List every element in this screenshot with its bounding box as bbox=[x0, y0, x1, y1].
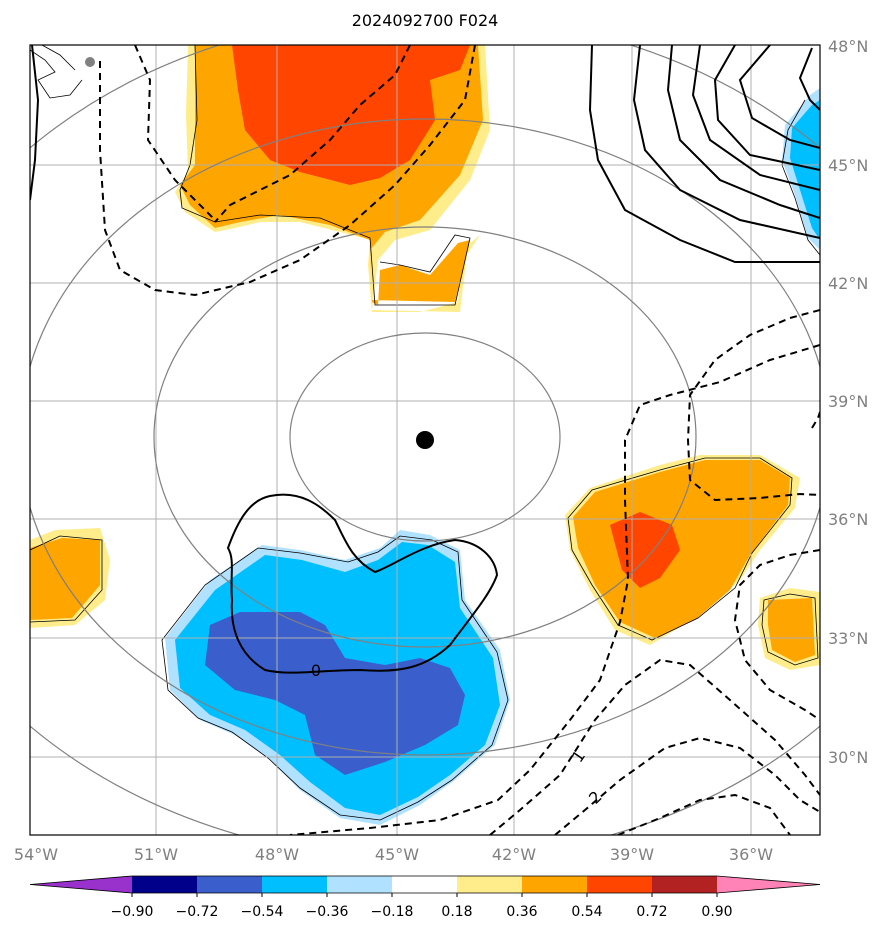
colorbar-tick-label: −0.72 bbox=[176, 904, 219, 920]
colorbar-segment bbox=[197, 876, 262, 893]
colorbar-extend-high bbox=[717, 876, 820, 893]
solid-contours bbox=[30, 45, 820, 674]
colorbar-tick-label: 0.18 bbox=[441, 904, 472, 920]
y-tick-label: 48°N bbox=[828, 37, 868, 56]
range-rings bbox=[30, 45, 820, 835]
colorbar-tick-label: 0.90 bbox=[701, 904, 732, 920]
map-area: 0 1 2 bbox=[30, 45, 820, 835]
lat-lon-grid bbox=[30, 45, 820, 835]
colorbar-segment bbox=[587, 876, 652, 893]
storm-center-marker bbox=[416, 431, 434, 449]
x-tick-label: 48°W bbox=[255, 845, 299, 864]
colorbar-segment bbox=[132, 876, 197, 893]
negative-anomaly-northeast bbox=[782, 88, 820, 250]
colorbar-tick-label: 0.36 bbox=[506, 904, 537, 920]
colorbar-tick-label: 0.54 bbox=[571, 904, 602, 920]
x-tick-label: 45°W bbox=[375, 845, 419, 864]
positive-anomaly-north bbox=[175, 45, 490, 312]
x-tick-label: 42°W bbox=[492, 845, 536, 864]
contour-label-0: 0 bbox=[311, 661, 321, 680]
negative-anomaly-south bbox=[165, 530, 510, 825]
x-tick-label: 39°W bbox=[610, 845, 654, 864]
colorbar-segment bbox=[327, 876, 392, 893]
x-tick-labels: 54°W 51°W 48°W 45°W 42°W 39°W 36°W bbox=[14, 845, 773, 864]
map-frame bbox=[29, 44, 821, 836]
colorbar-tick-label: 0.72 bbox=[636, 904, 667, 920]
y-tick-label: 39°N bbox=[828, 392, 868, 411]
colorbar-segment bbox=[392, 876, 457, 893]
colorbar-segment bbox=[652, 876, 717, 893]
chart-title: 2024092700 F024 bbox=[352, 11, 499, 30]
y-tick-labels: 48°N 45°N 42°N 39°N 36°N 33°N 30°N bbox=[828, 37, 868, 767]
y-tick-label: 42°N bbox=[828, 274, 868, 293]
small-gray-marker bbox=[85, 57, 95, 67]
dashed-contours bbox=[99, 45, 820, 835]
colorbar-segment bbox=[457, 876, 522, 893]
colorbar-segment bbox=[262, 876, 327, 893]
x-tick-label: 51°W bbox=[134, 845, 178, 864]
colorbar-tick-label: −0.54 bbox=[241, 904, 284, 920]
colorbar-extend-low bbox=[30, 876, 132, 893]
y-tick-label: 30°N bbox=[828, 748, 868, 767]
colorbar-tick-label: −0.90 bbox=[111, 904, 154, 920]
colorbar-tick-label: −0.36 bbox=[306, 904, 349, 920]
y-tick-label: 45°N bbox=[828, 156, 868, 175]
x-tick-label: 36°W bbox=[729, 845, 773, 864]
y-tick-label: 36°N bbox=[828, 510, 868, 529]
colorbar: −0.90 −0.72 −0.54 −0.36 −0.18 0.18 0.36 0.54 0.7… bbox=[29, 875, 821, 920]
y-tick-label: 33°N bbox=[828, 629, 868, 648]
colorbar-tick-label: −0.18 bbox=[371, 904, 414, 920]
x-tick-label: 54°W bbox=[14, 845, 58, 864]
colorbar-segment bbox=[522, 876, 587, 893]
